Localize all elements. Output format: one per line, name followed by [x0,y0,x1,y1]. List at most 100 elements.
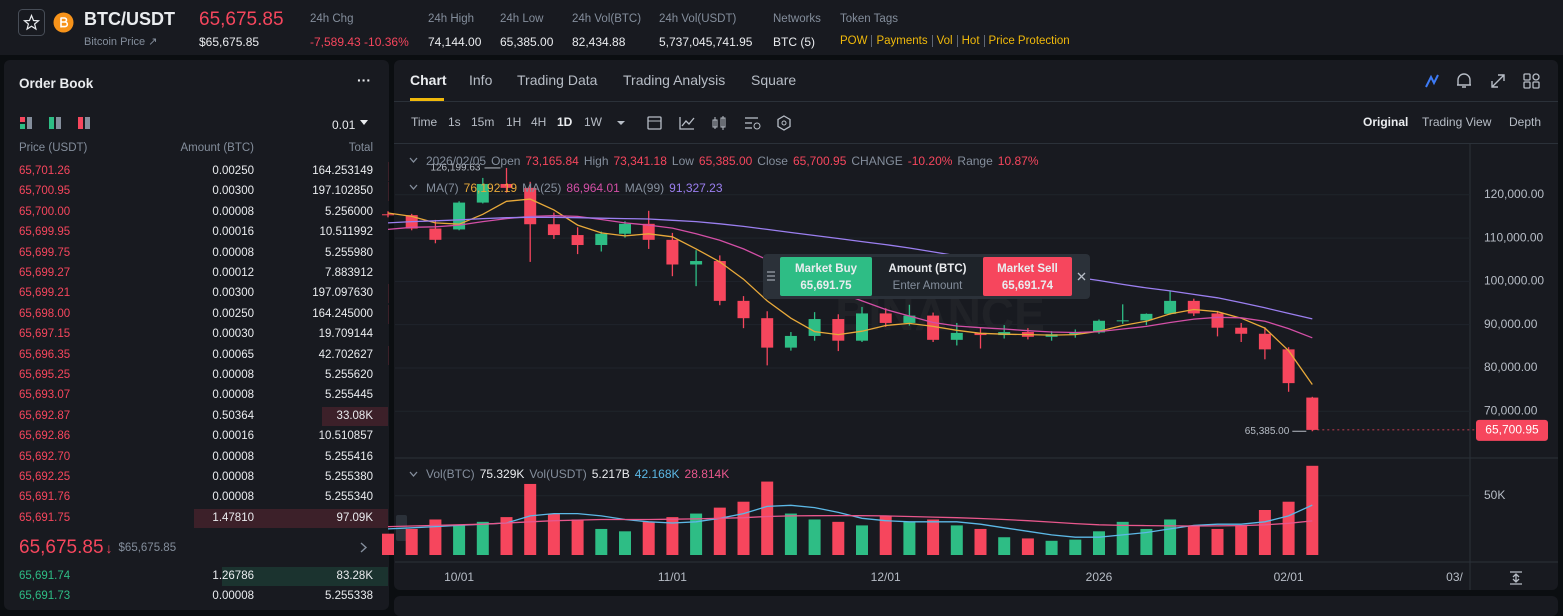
total: 7.883912 [273,267,373,279]
token-tag[interactable]: Hot [957,35,980,47]
precision-select[interactable]: 0.01 [332,118,355,132]
amount: 1.47810 [154,512,254,524]
price[interactable]: 65,699.75 [19,247,70,259]
price[interactable]: 65,695.25 [19,369,70,381]
total: 164.253149 [273,165,373,177]
amount: 0.00016 [154,430,254,442]
price[interactable]: 65,692.70 [19,451,70,463]
price[interactable]: 65,700.00 [19,206,70,218]
price[interactable]: 65,692.87 [19,410,70,422]
amount: 0.00008 [154,471,254,483]
stat-value: 5,737,045,741.95 [659,35,752,49]
view-toggles[interactable] [20,117,100,130]
price[interactable]: 65,692.25 [19,471,70,483]
buy-price: 65,691.75 [780,280,872,292]
divider [394,101,1558,102]
ma-name: MA(25) [522,181,561,195]
price[interactable]: 65,691.73 [19,590,70,602]
price[interactable]: 65,698.00 [19,308,70,320]
price[interactable]: 65,699.95 [19,226,70,238]
vol-ma-value: 28.814K [685,467,730,481]
price[interactable]: 65,692.86 [19,430,70,442]
column-header: Total [273,142,373,154]
menu-button[interactable]: ··· [357,72,371,88]
ohlc-field: High [584,154,609,168]
token-tag[interactable]: Price Protection [984,35,1070,47]
drawing-tools[interactable] [616,115,796,131]
lower-panel [394,596,1558,616]
chart-tools[interactable] [1424,72,1544,90]
total: 5.255340 [273,491,373,503]
ohlc-value: 65,700.95 [793,154,846,168]
total: 33.08K [273,410,373,422]
collapse-caret[interactable] [409,470,418,478]
view-option[interactable]: Original [1363,115,1408,129]
token-tag[interactable]: POW [840,35,867,47]
view-option[interactable]: Trading View [1422,115,1491,129]
tab[interactable]: Trading Analysis [623,72,725,88]
interval[interactable]: Time [411,115,437,129]
price[interactable]: 65,691.76 [19,491,70,503]
amount: 0.00065 [154,349,254,361]
interval[interactable]: 1W [584,115,602,129]
ma-value: 76,192.19 [464,181,517,195]
price[interactable]: 65,700.95 [19,185,70,197]
interval[interactable]: 15m [471,115,494,129]
view-option[interactable]: Depth [1509,115,1541,129]
vol-value: 75.329K [480,467,525,481]
tab[interactable]: Chart [410,72,447,88]
collapse-caret[interactable] [409,183,418,191]
sell-label: Market Sell [983,263,1072,275]
stat-label: 24h Low [500,13,543,25]
tab[interactable]: Trading Data [517,72,597,88]
token-tags: POW Payments Vol Hot Price Protection [840,35,1070,47]
amount: 0.00012 [154,267,254,279]
vol-ma-value: 42.168K [635,467,680,481]
price[interactable]: 65,699.21 [19,287,70,299]
ma-value: 86,964.01 [566,181,619,195]
close-button[interactable] [1077,272,1086,281]
interval[interactable]: 1D [557,115,572,129]
chart-panel [394,60,1558,590]
total: 5.255416 [273,451,373,463]
total: 5.255445 [273,389,373,401]
ohlc-value: -10.20% [908,154,953,168]
tab[interactable]: Square [751,72,796,88]
amount: 0.00008 [154,451,254,463]
price[interactable]: 65,697.15 [19,328,70,340]
favorite-button[interactable] [18,9,45,36]
collapse-caret[interactable] [409,156,418,164]
interval[interactable]: 1H [506,115,521,129]
price[interactable]: 65,691.75 [19,512,70,524]
price[interactable]: 65,699.27 [19,267,70,279]
amount-input[interactable]: Amount (BTC) Enter Amount [872,257,983,296]
total: 5.255380 [273,471,373,483]
vol-name: Vol(BTC) [426,467,475,481]
total: 42.702627 [273,349,373,361]
tab[interactable]: Info [469,72,492,88]
interval[interactable]: 4H [531,115,546,129]
market-sell-button[interactable]: Market Sell 65,691.74 [983,257,1072,296]
last-price: 65,675.85 [199,9,284,31]
interval[interactable]: 1s [448,115,461,129]
stat-value: 65,385.00 [500,35,553,49]
scroll-handle[interactable] [396,515,407,541]
subtitle-link[interactable]: Bitcoin Price ↗ [84,35,157,48]
token-tag[interactable]: Payments [871,35,927,47]
price[interactable]: 65,691.74 [19,570,70,582]
token-tag[interactable]: Vol [932,35,953,47]
stat-label: 24h Vol(BTC) [572,13,641,25]
total: 10.510857 [273,430,373,442]
ma-name: MA(99) [625,181,664,195]
price[interactable]: 65,693.07 [19,389,70,401]
more-chevron[interactable] [360,542,368,553]
market-buy-button[interactable]: Market Buy 65,691.75 [780,257,872,296]
ohlc-date: 2026/02/05 [426,154,486,168]
price[interactable]: 65,701.26 [19,165,70,177]
price[interactable]: 65,696.35 [19,349,70,361]
scale-button[interactable] [1508,570,1524,586]
drag-handle[interactable] [767,271,775,281]
amount: 0.00300 [154,185,254,197]
